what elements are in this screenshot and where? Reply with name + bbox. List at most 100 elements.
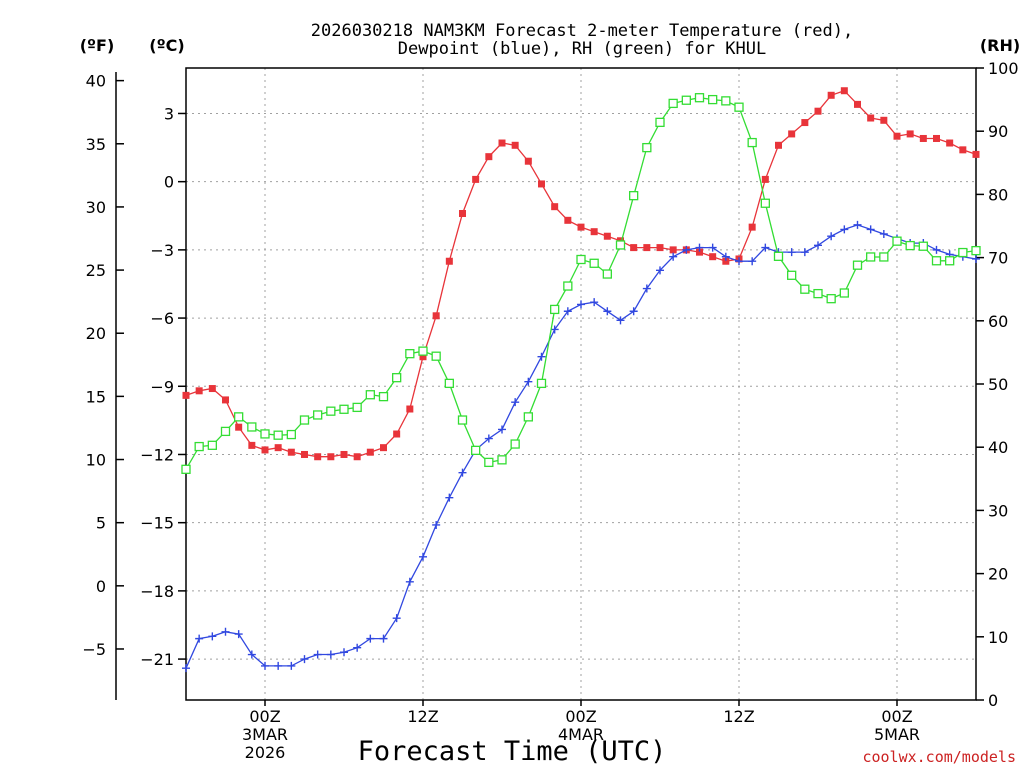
rh-point xyxy=(787,270,797,280)
dewpoint-point xyxy=(972,254,980,263)
rh-point xyxy=(879,252,889,262)
rh-point xyxy=(286,429,296,440)
rh-point xyxy=(931,256,942,266)
2-meter-temperature-point xyxy=(182,391,190,399)
fahrenheit-tick-label: 35 xyxy=(86,135,106,154)
2-meter-temperature-point xyxy=(366,448,374,456)
rh-point xyxy=(629,191,639,201)
x-tick-label: 12Z xyxy=(407,707,438,726)
celsius-tick-label: −12 xyxy=(140,445,174,464)
rh-point xyxy=(536,378,547,389)
dewpoint-point xyxy=(669,252,678,261)
dewpoint-point xyxy=(221,627,230,636)
2-meter-temperature-point xyxy=(485,153,493,161)
rh-point xyxy=(826,294,836,304)
rh-point xyxy=(918,241,928,251)
rh-series xyxy=(181,93,981,474)
celsius-axis-label: (ºC) xyxy=(149,36,184,55)
dewpoint-point xyxy=(511,398,520,407)
2-meter-temperature-point xyxy=(564,216,572,224)
rh-tick-label: 80 xyxy=(988,185,1008,204)
rh-point xyxy=(339,404,349,414)
rh-point xyxy=(866,252,876,262)
celsius-tick-label: −3 xyxy=(150,241,174,260)
rh-point xyxy=(299,415,310,425)
rh-point xyxy=(721,96,731,106)
celsius-tick-label: −21 xyxy=(140,650,174,669)
rh-point xyxy=(945,256,955,266)
2-meter-temperature-point xyxy=(906,130,914,138)
dewpoint-point xyxy=(392,614,401,623)
2-meter-temperature-point xyxy=(340,450,348,458)
2-meter-temperature-point xyxy=(603,232,611,240)
2-meter-temperature-point xyxy=(656,244,664,252)
dewpoint-point xyxy=(800,248,809,257)
2-meter-temperature-point xyxy=(432,312,440,320)
dewpoint-point xyxy=(932,245,941,254)
dewpoint-point xyxy=(353,643,362,652)
rh-point xyxy=(694,93,705,103)
x-tick-label: 3MAR xyxy=(242,725,288,744)
2-meter-temperature-point xyxy=(972,150,980,158)
x-tick-label: 5MAR xyxy=(874,725,920,744)
dewpoint-point xyxy=(287,661,296,670)
rh-point xyxy=(392,373,402,383)
fahrenheit-axis-label: (ºF) xyxy=(80,36,115,55)
x-tick-label: 00Z xyxy=(565,707,596,726)
2-meter-temperature-point xyxy=(511,141,519,149)
fahrenheit-tick-label: 10 xyxy=(86,451,106,470)
rh-point xyxy=(563,281,573,291)
dewpoint-point xyxy=(445,493,454,502)
dewpoint-point xyxy=(695,243,704,252)
rh-point xyxy=(681,95,691,105)
axes: 30−3−6−9−12−15−18−214035302520151050−501… xyxy=(82,59,1018,762)
dewpoint-point xyxy=(458,468,467,477)
2-meter-temperature-point xyxy=(814,107,822,115)
rh-point xyxy=(800,284,810,294)
rh-point xyxy=(497,455,507,465)
celsius-tick-label: 3 xyxy=(164,104,174,123)
2-meter-temperature-point xyxy=(538,180,545,188)
rh-point xyxy=(431,351,441,361)
2-meter-temperature-point xyxy=(946,139,954,147)
rh-point xyxy=(484,457,494,468)
celsius-tick-label: 0 xyxy=(164,173,174,192)
rh-point xyxy=(668,98,678,109)
rh-point xyxy=(313,410,323,420)
dewpoint-point xyxy=(524,377,533,386)
rh-tick-label: 100 xyxy=(988,59,1019,78)
rh-tick-label: 10 xyxy=(988,628,1008,647)
dewpoint-series xyxy=(182,220,980,673)
rh-point xyxy=(655,117,665,128)
chart-title-line-2: Dewpoint (blue), RH (green) for KHUL xyxy=(398,39,766,59)
rh-tick-label: 70 xyxy=(988,249,1008,268)
gridlines xyxy=(186,68,976,700)
rh-point xyxy=(905,240,915,251)
rh-point xyxy=(471,445,481,456)
rh-point xyxy=(247,422,257,432)
2-meter-temperature-point xyxy=(840,87,848,95)
2-meter-temperature-point xyxy=(314,453,322,461)
dewpoint-point xyxy=(247,650,256,659)
dewpoint-point xyxy=(735,257,743,266)
dewpoint-point xyxy=(656,266,664,275)
celsius-tick-label: −9 xyxy=(150,377,174,396)
2-meter-temperature-point xyxy=(287,448,295,456)
rh-point xyxy=(220,426,231,437)
dewpoint-point xyxy=(300,655,309,664)
dewpoint-point xyxy=(537,352,546,361)
rh-point xyxy=(576,254,586,265)
dewpoint-point xyxy=(577,300,585,309)
2-meter-temperature-point xyxy=(195,387,203,395)
rh-point xyxy=(734,102,744,112)
2-meter-temperature-point xyxy=(761,175,769,183)
rh-point xyxy=(523,412,533,422)
2-meter-temperature-point xyxy=(577,223,585,231)
2-meter-temperature-point xyxy=(696,248,703,256)
fahrenheit-tick-label: 15 xyxy=(86,387,106,406)
celsius-tick-label: −15 xyxy=(140,514,174,533)
dewpoint-point xyxy=(208,632,217,641)
dewpoint-point xyxy=(814,241,822,250)
dewpoint-point xyxy=(682,245,691,254)
